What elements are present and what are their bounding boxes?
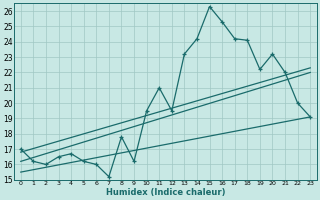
X-axis label: Humidex (Indice chaleur): Humidex (Indice chaleur) [106,188,225,197]
